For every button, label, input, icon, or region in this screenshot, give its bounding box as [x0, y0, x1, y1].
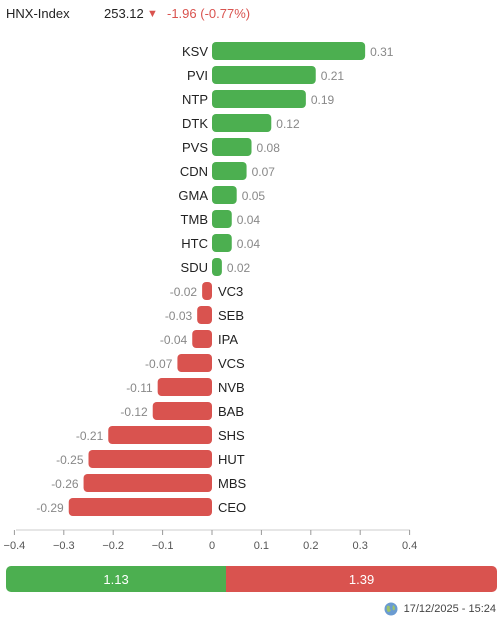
value-label-vc3: -0.02 [170, 285, 198, 299]
bar-gma [212, 186, 237, 204]
bar-seb [197, 306, 212, 324]
bar-ntp [212, 90, 306, 108]
index-name: HNX-Index [6, 6, 70, 21]
globe-icon [384, 602, 398, 616]
bar-label-gma: GMA [178, 188, 208, 203]
x-tick-label: 0.4 [402, 540, 417, 552]
bar-label-tmb: TMB [181, 212, 208, 227]
value-label-shs: -0.21 [76, 429, 104, 443]
value-label-dtk: 0.12 [276, 117, 300, 131]
bar-cdn [212, 162, 247, 180]
bar-label-cdn: CDN [180, 164, 208, 179]
value-label-ipa: -0.04 [160, 333, 188, 347]
bar-label-dtk: DTK [182, 116, 208, 131]
index-change: -1.96 (-0.77%) [167, 6, 251, 21]
bar-ksv [212, 42, 366, 60]
value-label-hut: -0.25 [56, 453, 84, 467]
bar-dtk [212, 114, 272, 132]
bar-bab [152, 402, 212, 420]
value-label-ntp: 0.19 [311, 93, 335, 107]
bar-mbs [83, 474, 212, 492]
index-value: 253.12 [104, 6, 144, 21]
bar-pvs [212, 138, 252, 156]
bar-label-nvb: NVB [218, 380, 245, 395]
bar-pvi [212, 66, 316, 84]
summary-up-total: 1.13 [103, 571, 129, 587]
value-label-bab: -0.12 [120, 405, 148, 419]
value-label-pvi: 0.21 [321, 69, 345, 83]
bar-label-seb: SEB [218, 308, 244, 323]
value-label-nvb: -0.11 [126, 381, 153, 395]
bar-htc [212, 234, 232, 252]
value-label-ceo: -0.29 [36, 501, 64, 515]
bar-ceo [68, 498, 213, 516]
footer: 17/12/2025 - 15:24 [384, 602, 496, 616]
down-arrow-icon: ▼ [147, 8, 158, 20]
bar-label-ceo: CEO [218, 500, 246, 515]
bar-shs [108, 426, 212, 444]
bar-sdu [212, 258, 222, 276]
bar-label-vcs: VCS [218, 356, 245, 371]
value-label-cdn: 0.07 [252, 165, 276, 179]
bar-label-pvi: PVI [187, 68, 208, 83]
x-tick-label: 0.3 [353, 540, 368, 552]
value-label-sdu: 0.02 [227, 261, 251, 275]
summary-down-total: 1.39 [348, 571, 375, 587]
x-tick-label: 0 [209, 540, 215, 552]
x-tick-label: −0.3 [53, 540, 75, 552]
bar-label-ntp: NTP [182, 92, 208, 107]
bar-label-sdu: SDU [181, 260, 208, 275]
bar-nvb [157, 378, 212, 396]
bar-label-bab: BAB [218, 404, 244, 419]
bar-vc3 [202, 282, 212, 300]
timestamp: 17/12/2025 - 15:24 [403, 603, 496, 615]
bar-label-hut: HUT [218, 452, 245, 467]
x-tick-label: −0.1 [152, 540, 174, 552]
x-tick-label: 0.1 [254, 540, 269, 552]
bar-label-ksv: KSV [182, 44, 208, 59]
bar-label-shs: SHS [218, 428, 245, 443]
bar-ipa [192, 330, 212, 348]
bar-label-pvs: PVS [182, 140, 208, 155]
summary-down-segment: 1.39 [226, 566, 497, 592]
bar-label-ipa: IPA [218, 332, 238, 347]
contribution-bar-chart: KSV 0.31 PVI 0.21 NTP 0.19 DTK 0.12 PVS 0.08 CDN 0.… [4, 42, 417, 552]
value-label-vcs: -0.07 [145, 357, 173, 371]
bar-label-mbs: MBS [218, 476, 247, 491]
bar-tmb [212, 210, 232, 228]
value-label-pvs: 0.08 [257, 141, 281, 155]
bar-vcs [177, 354, 212, 372]
x-tick-label: −0.2 [102, 540, 124, 552]
value-label-tmb: 0.04 [237, 213, 261, 227]
x-tick-label: 0.2 [303, 540, 318, 552]
value-label-ksv: 0.31 [370, 45, 394, 59]
bar-label-htc: HTC [181, 236, 208, 251]
bar-hut [88, 450, 212, 468]
bar-label-vc3: VC3 [218, 284, 243, 299]
value-label-gma: 0.05 [242, 189, 266, 203]
summary-bar: 1.13 1.39 [6, 566, 497, 592]
summary-up-segment: 1.13 [6, 566, 227, 592]
value-label-seb: -0.03 [165, 309, 193, 323]
x-tick-label: −0.4 [4, 540, 26, 552]
value-label-htc: 0.04 [237, 237, 261, 251]
value-label-mbs: -0.26 [51, 477, 79, 491]
